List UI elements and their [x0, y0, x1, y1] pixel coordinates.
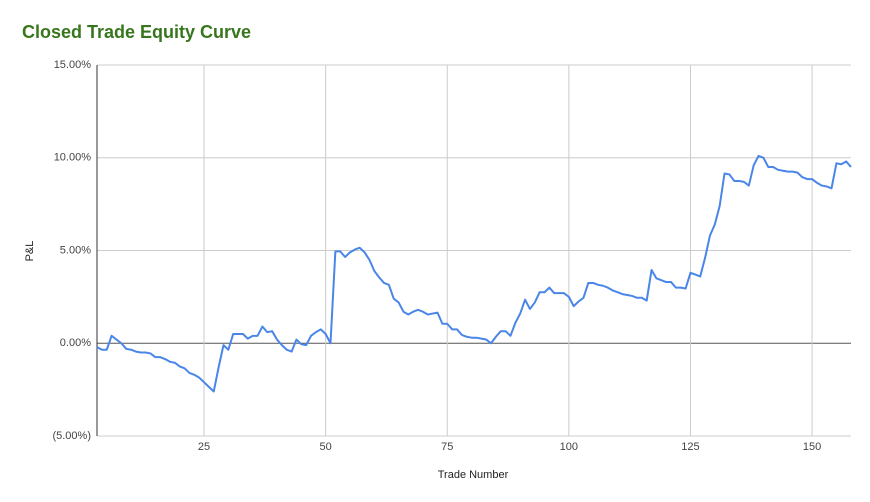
line-series: [96, 154, 852, 393]
x-tick-label: 75: [441, 441, 453, 453]
y-axis-title: P&L: [24, 241, 36, 262]
chart-title: Closed Trade Equity Curve: [22, 22, 251, 42]
y-tick-label: 10.00%: [54, 152, 92, 164]
y-tick-label: 5.00%: [60, 244, 91, 256]
x-tick-label: 150: [803, 441, 821, 453]
x-axis-title: Trade Number: [438, 469, 509, 481]
y-tick-label: 15.00%: [54, 59, 92, 71]
y-tick-label: 0.00%: [60, 337, 91, 349]
x-tick-label: 50: [320, 441, 332, 453]
x-tick-label: 25: [198, 441, 210, 453]
x-tick-label: 100: [560, 441, 578, 453]
x-tick-label: 125: [681, 441, 699, 453]
y-tick-label: (5.00%): [52, 430, 91, 442]
